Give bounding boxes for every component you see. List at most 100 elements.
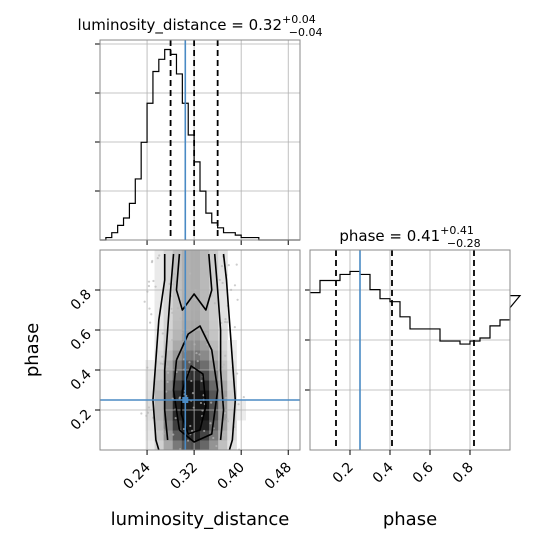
density-cell: [190, 260, 201, 271]
density-cell: [154, 320, 165, 331]
sample-point: [209, 422, 212, 425]
sample-point: [236, 372, 239, 375]
density-cell: [218, 320, 228, 331]
sample-point: [147, 280, 151, 283]
sample-point: [218, 278, 221, 282]
density-cell: [200, 430, 210, 441]
density-cell: [190, 340, 201, 351]
sample-point: [225, 396, 228, 399]
density-cell: [172, 320, 183, 331]
sample-point: [191, 429, 194, 432]
density-cell: [163, 340, 174, 351]
density-cell: [209, 370, 219, 381]
density-cell: [190, 250, 201, 261]
density-cell: [181, 280, 192, 291]
sample-point: [147, 406, 151, 409]
density-cell: [227, 390, 237, 401]
density-cell: [181, 260, 192, 271]
sample-point: [190, 379, 193, 383]
density-cell: [190, 400, 201, 411]
density-cell: [181, 250, 192, 261]
sample-point: [150, 313, 153, 316]
density-cell: [209, 430, 219, 441]
truth-marker: [182, 397, 189, 403]
sample-point: [158, 254, 161, 257]
density-cell: [209, 340, 219, 351]
sample-point: [198, 353, 201, 356]
density-cell: [163, 250, 174, 261]
sample-point: [162, 432, 165, 435]
sample-point: [148, 307, 151, 310]
density-cell: [154, 290, 165, 301]
contour-line: [213, 253, 225, 441]
sample-point: [161, 355, 164, 358]
density-cell: [163, 390, 174, 401]
density-cell: [190, 350, 201, 361]
sample-point: [233, 284, 237, 287]
density-cell: [218, 360, 228, 371]
x-tick-label: 0.24: [121, 459, 154, 492]
contour-line: [175, 253, 213, 311]
density-cell: [145, 390, 156, 401]
density-cell: [190, 280, 201, 291]
density-cell: [218, 280, 228, 291]
density-cell: [154, 400, 165, 411]
density-cell: [154, 270, 165, 281]
density-cell: [190, 360, 201, 371]
density-cell: [218, 420, 228, 431]
sample-point: [202, 291, 205, 294]
sample-point: [213, 302, 216, 305]
sample-point: [235, 263, 238, 266]
sample-point: [156, 257, 159, 260]
sample-point: [224, 318, 227, 321]
density-cell: [227, 440, 237, 451]
density-cell: [190, 380, 201, 391]
sample-point: [205, 332, 208, 335]
frame-2d: [99, 249, 301, 451]
density-cell: [181, 440, 192, 451]
density-cell: [209, 390, 219, 401]
y-tick-label: 0.4: [68, 366, 95, 393]
sample-point: [170, 307, 173, 310]
density-cell: [172, 420, 183, 431]
sample-point: [140, 412, 143, 415]
density-cell: [145, 410, 156, 421]
density-cell: [154, 390, 165, 401]
density-cell: [154, 420, 165, 431]
density-cell: [145, 360, 156, 371]
title-luminosity-distance: luminosity_distance = 0.32+0.04 −0.04: [78, 13, 323, 39]
density-cell: [172, 260, 183, 271]
density-cell: [163, 410, 174, 421]
density-cell: [218, 370, 228, 381]
density-cell: [163, 420, 174, 431]
density-cell: [209, 330, 219, 341]
density-cell: [154, 380, 165, 391]
density-cell: [209, 300, 219, 311]
density-cell: [209, 280, 219, 291]
sample-point: [196, 360, 199, 363]
density-cell: [145, 430, 156, 441]
density-cell: [163, 440, 174, 451]
density-cell: [200, 370, 210, 381]
sample-point: [173, 272, 176, 275]
density-cell: [172, 430, 183, 441]
sample-point: [172, 283, 175, 286]
density-cell: [200, 250, 210, 261]
density-cell: [172, 390, 183, 401]
density-cell: [218, 380, 228, 391]
sample-point: [166, 380, 169, 384]
density-cell: [154, 300, 165, 311]
density-cell: [145, 380, 156, 391]
density-cell: [163, 400, 174, 411]
sample-point: [212, 436, 215, 440]
density-cell: [181, 420, 192, 431]
sample-point: [224, 354, 227, 357]
sample-point: [203, 429, 206, 433]
density-cell: [163, 430, 174, 441]
density-cell: [181, 400, 192, 411]
density-cell: [227, 420, 237, 431]
contour-line: [222, 253, 237, 451]
density-cell: [163, 330, 174, 341]
sample-point: [151, 259, 154, 263]
sample-point: [182, 427, 185, 431]
